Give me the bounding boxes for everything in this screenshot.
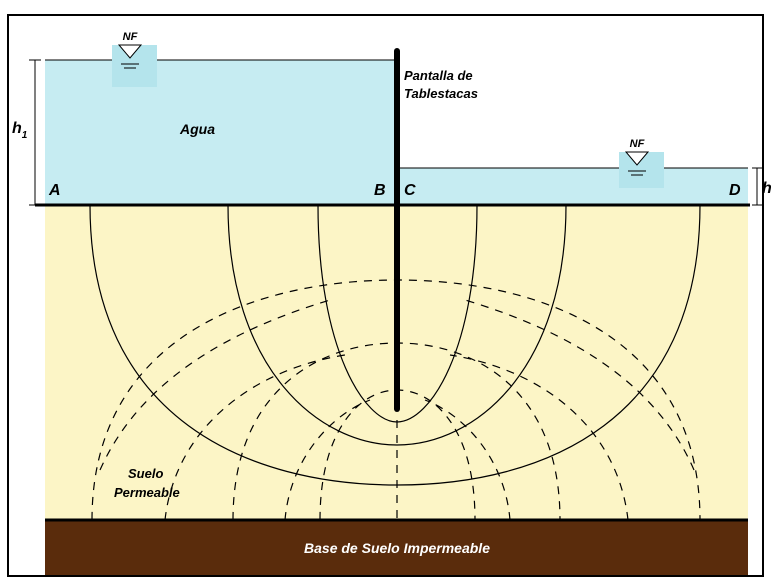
flow-net-diagram: Base de Suelo Impermeable Pantalla de Ta… <box>0 0 771 577</box>
nf-label: NF <box>630 138 645 150</box>
water-right <box>397 168 748 205</box>
pile-label: Pantalla de <box>404 68 473 83</box>
point-label: C <box>404 182 416 199</box>
water-left <box>45 60 397 205</box>
nf-label: NF <box>123 31 138 43</box>
base-label: Base de Suelo Impermeable <box>304 540 490 556</box>
point-label: A <box>48 182 61 199</box>
water-label: Agua <box>179 121 215 137</box>
head-symbol: h <box>12 120 22 137</box>
sheet-pile <box>394 48 400 412</box>
head-label: h <box>762 180 771 197</box>
head-subscript: 1 <box>22 130 28 141</box>
soil-label: Suelo <box>128 466 163 481</box>
pile-label: Tablestacas <box>404 86 478 101</box>
point-label: B <box>374 182 386 199</box>
soil-label: Permeable <box>114 485 180 500</box>
point-label: D <box>729 182 741 199</box>
